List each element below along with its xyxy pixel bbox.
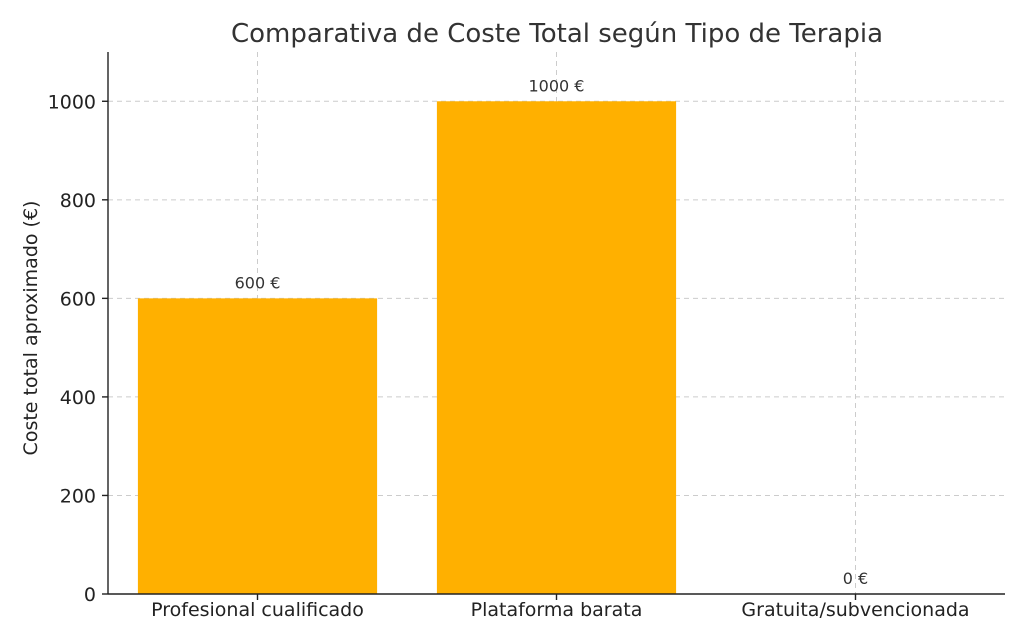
y-tick-label: 1000 (48, 91, 96, 113)
data-label-1: 1000 € (529, 76, 585, 95)
data-labels: 600 € 1000 € 0 € (235, 76, 869, 588)
x-tick-label: Profesional cualificado (151, 599, 364, 621)
x-tick-label: Gratuita/subvencionada (741, 599, 969, 621)
y-tick-label: 0 (84, 584, 96, 606)
y-tick-label: 400 (60, 387, 96, 409)
bars (137, 101, 677, 594)
data-label-0: 600 € (235, 273, 281, 292)
x-tick-label: Plataforma barata (471, 599, 643, 621)
y-tick-label: 600 (60, 288, 96, 310)
y-axis-label: Coste total aproximado (€) (20, 201, 42, 456)
tick-labels: 0 200 400 600 800 1000 Profesional cualificado… (48, 91, 970, 621)
bar-1 (436, 101, 677, 594)
bar-0 (137, 298, 378, 594)
chart-title: Comparativa de Coste Total según Tipo de… (231, 19, 883, 49)
y-tick-label: 200 (60, 485, 96, 507)
y-tick-label: 800 (60, 190, 96, 212)
data-label-2: 0 € (843, 569, 868, 588)
